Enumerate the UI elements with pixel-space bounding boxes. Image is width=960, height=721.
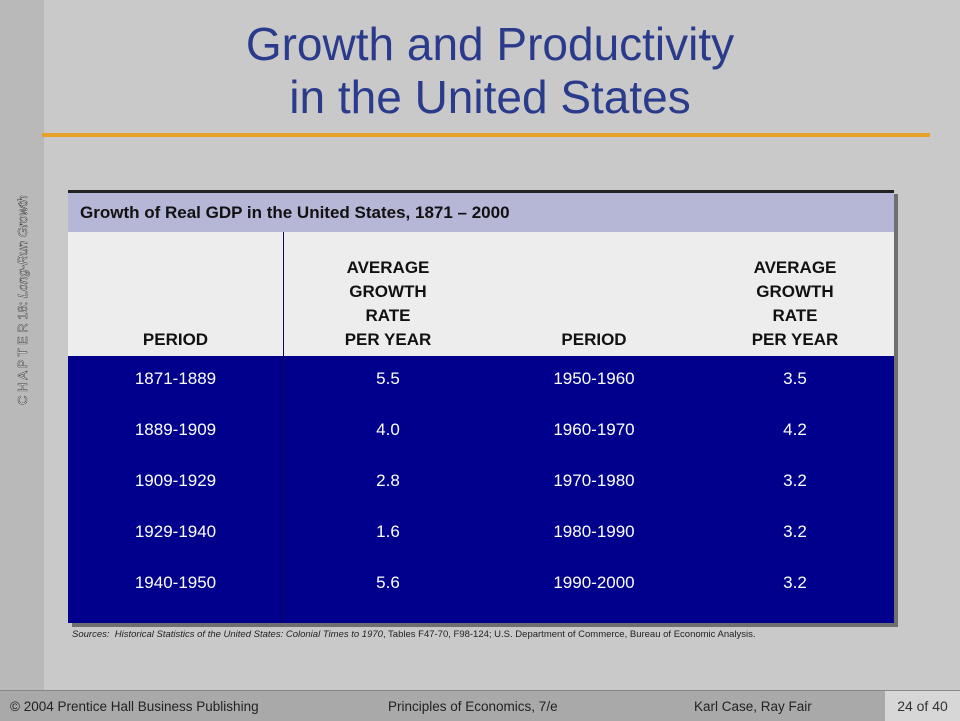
slide-title-line-1: Growth and Productivity: [245, 18, 735, 70]
slide-footer: © 2004 Prentice Hall Business Publishing…: [0, 690, 960, 721]
table-body: 1871-1889 1889-1909 1909-1929 1929-1940 …: [68, 356, 894, 623]
table-cell-rate: 4.2: [783, 420, 807, 439]
table-cell-period: 1940-1950: [134, 573, 217, 592]
header-rate-line: RATE: [772, 306, 818, 325]
slide-title: Growth and Productivity in the United St…: [150, 18, 830, 124]
header-rate-line: PER YEAR: [344, 330, 432, 349]
column-rate-right: 3.5 4.2 3.2 3.2 3.2: [696, 356, 894, 623]
table-cell-period: 1970-1980: [553, 471, 635, 490]
source-rest: , Tables F47-70, F98-124; U.S. Departmen…: [382, 629, 756, 640]
header-rate-line: RATE: [365, 306, 411, 325]
table-cell-period: 1909-1929: [134, 471, 217, 490]
header-rate-line: PER YEAR: [751, 330, 839, 349]
header-rate-line: AVERAGE: [753, 258, 837, 277]
header-period-text: PERIOD: [142, 330, 209, 349]
header-rate-line: GROWTH: [756, 282, 834, 301]
footer-book: Principles of Economics, 7/e: [388, 699, 558, 714]
table-cell-rate: 5.6: [376, 573, 400, 592]
table-cell-period: 1929-1940: [134, 522, 217, 541]
footer-publisher: © 2004 Prentice Hall Business Publishing: [10, 699, 259, 714]
gdp-growth-table: Growth of Real GDP in the United States,…: [68, 190, 894, 623]
table-cell-period: 1990-2000: [553, 573, 635, 592]
table-header-row: PERIOD AVERAGE GROWTH RATE PER YEAR PERI…: [68, 232, 894, 356]
column-rate-left: 5.5 4.0 2.8 1.6 5.6: [284, 356, 492, 623]
table-cell-rate: 3.5: [783, 369, 807, 388]
source-title: Historical Statistics of the United Stat…: [114, 629, 383, 640]
column-period-right: 1950-1960 1960-1970 1970-1980 1980-1990 …: [492, 356, 696, 623]
chapter-topic: Long-Run Growth: [15, 195, 30, 298]
svg-text:C H A P T E R 18: Lon: C H A P T E R 18: Long-Run Growth: [15, 195, 30, 405]
table-cell-rate: 5.5: [376, 369, 400, 388]
table-cell-period: 1871-1889: [134, 369, 217, 388]
table-cell-rate: 2.8: [376, 471, 400, 490]
table-cell-period: 1889-1909: [134, 420, 217, 439]
title-underline: [42, 133, 930, 137]
header-period-text: PERIOD: [561, 330, 627, 349]
header-period-left: PERIOD: [68, 232, 284, 356]
header-rate-left: AVERAGE GROWTH RATE PER YEAR: [284, 232, 492, 356]
slide-title-line-2: in the United States: [289, 71, 691, 123]
table-caption: Growth of Real GDP in the United States,…: [68, 190, 894, 232]
source-note: Sources: Historical Statistics of the Un…: [72, 629, 862, 641]
table-cell-rate: 1.6: [376, 522, 400, 541]
header-rate-line: AVERAGE: [346, 258, 430, 277]
column-period-left: 1871-1889 1889-1909 1909-1929 1929-1940 …: [68, 356, 284, 623]
table-cell-rate: 3.2: [783, 522, 807, 541]
table-cell-rate: 3.2: [783, 471, 807, 490]
table-cell-period: 1950-1960: [553, 369, 635, 388]
source-label: Sources:: [72, 629, 110, 640]
chapter-side-label: C H A P T E R 18: Long-Run Growth: [2, 75, 40, 405]
chapter-side-strip: C H A P T E R 18: Long-Run Growth: [0, 0, 44, 690]
header-rate-line: GROWTH: [349, 282, 427, 301]
table-cell-period: 1980-1990: [553, 522, 635, 541]
chapter-number: C H A P T E R 18:: [15, 302, 30, 405]
table-cell-rate: 4.0: [376, 420, 400, 439]
table-cell-rate: 3.2: [783, 573, 807, 592]
table-cell-period: 1960-1970: [553, 420, 635, 439]
footer-authors: Karl Case, Ray Fair: [694, 699, 812, 714]
page-number: 24 of 40: [885, 691, 960, 721]
header-period-right: PERIOD: [492, 232, 696, 356]
header-rate-right: AVERAGE GROWTH RATE PER YEAR: [696, 232, 894, 356]
